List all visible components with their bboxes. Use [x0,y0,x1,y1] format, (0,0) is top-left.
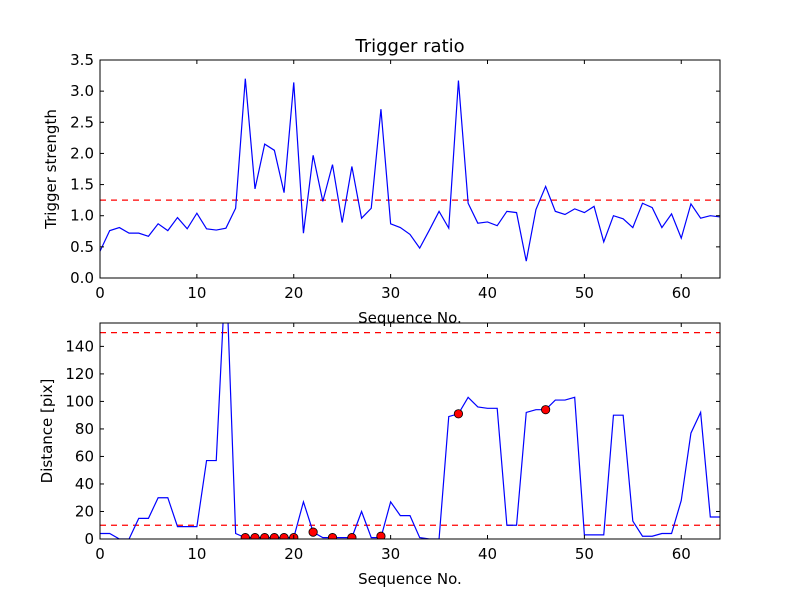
data-point-marker [453,409,464,419]
x-tick-label: 40 [478,545,497,563]
x-axis-label: Sequence No. [358,309,462,327]
y-tick-label: 3.0 [70,82,94,100]
subplot-trigger-ratio: Trigger ratio 0 10 20 30 40 50 60 0.0 0.5 1.0 1.5 2… [42,36,721,327]
x-tick-label: 10 [187,545,206,563]
x-tick-label: 20 [284,545,303,563]
subplot-distance: 0 10 20 30 40 50 60 0 20 40 60 80 100 120 140 Sequence… [38,322,721,588]
x-axis-label: Sequence No. [358,570,462,588]
x-tick-label: 50 [575,545,594,563]
x-tick-label: 0 [95,284,105,302]
x-tick-label: 30 [381,284,400,302]
y-tick-label: 60 [75,447,94,465]
data-point-marker [279,533,289,539]
data-point-marker [250,533,260,539]
y-tick-label: 1.5 [70,176,94,194]
y-tick-label: 1.0 [70,207,94,225]
y-axis-label: Trigger strength [42,109,60,230]
x-tick-label: 60 [672,284,691,302]
x-tick-label: 20 [284,284,303,302]
y-tick-label: 120 [65,365,94,383]
x-tick-label: 50 [575,284,594,302]
x-tick-label: 30 [381,545,400,563]
data-point-marker [308,527,318,537]
data-point-marker [376,531,386,539]
series-line [100,78,720,262]
y-tick-label: 20 [75,502,94,520]
y-tick-label: 140 [65,337,94,355]
x-tick-label: 0 [95,545,105,563]
y-tick-label: 2.5 [70,113,94,131]
data-point-marker [327,533,338,539]
x-tick-label: 40 [478,284,497,302]
y-tick-label: 80 [75,420,94,438]
y-tick-label: 3.5 [70,51,94,69]
y-tick-label: 0.0 [70,269,94,287]
data-point-marker [541,405,551,415]
plot-frame [99,59,721,279]
y-axis-label: Distance [pix] [38,379,56,484]
data-point-marker [260,533,270,539]
data-point-marker [269,533,279,539]
y-tick-label: 0 [84,530,94,548]
plot-frame [99,322,721,540]
series-line [100,323,720,539]
data-point-marker [347,533,357,539]
data-point-marker [240,533,250,539]
y-tick-label: 100 [65,392,94,410]
y-tick-label: 0.5 [70,238,94,256]
x-tick-label: 60 [672,545,691,563]
y-tick-label: 40 [75,475,94,493]
chart-title: Trigger ratio [354,36,464,57]
x-tick-label: 10 [187,284,206,302]
y-tick-label: 2.0 [70,144,94,162]
